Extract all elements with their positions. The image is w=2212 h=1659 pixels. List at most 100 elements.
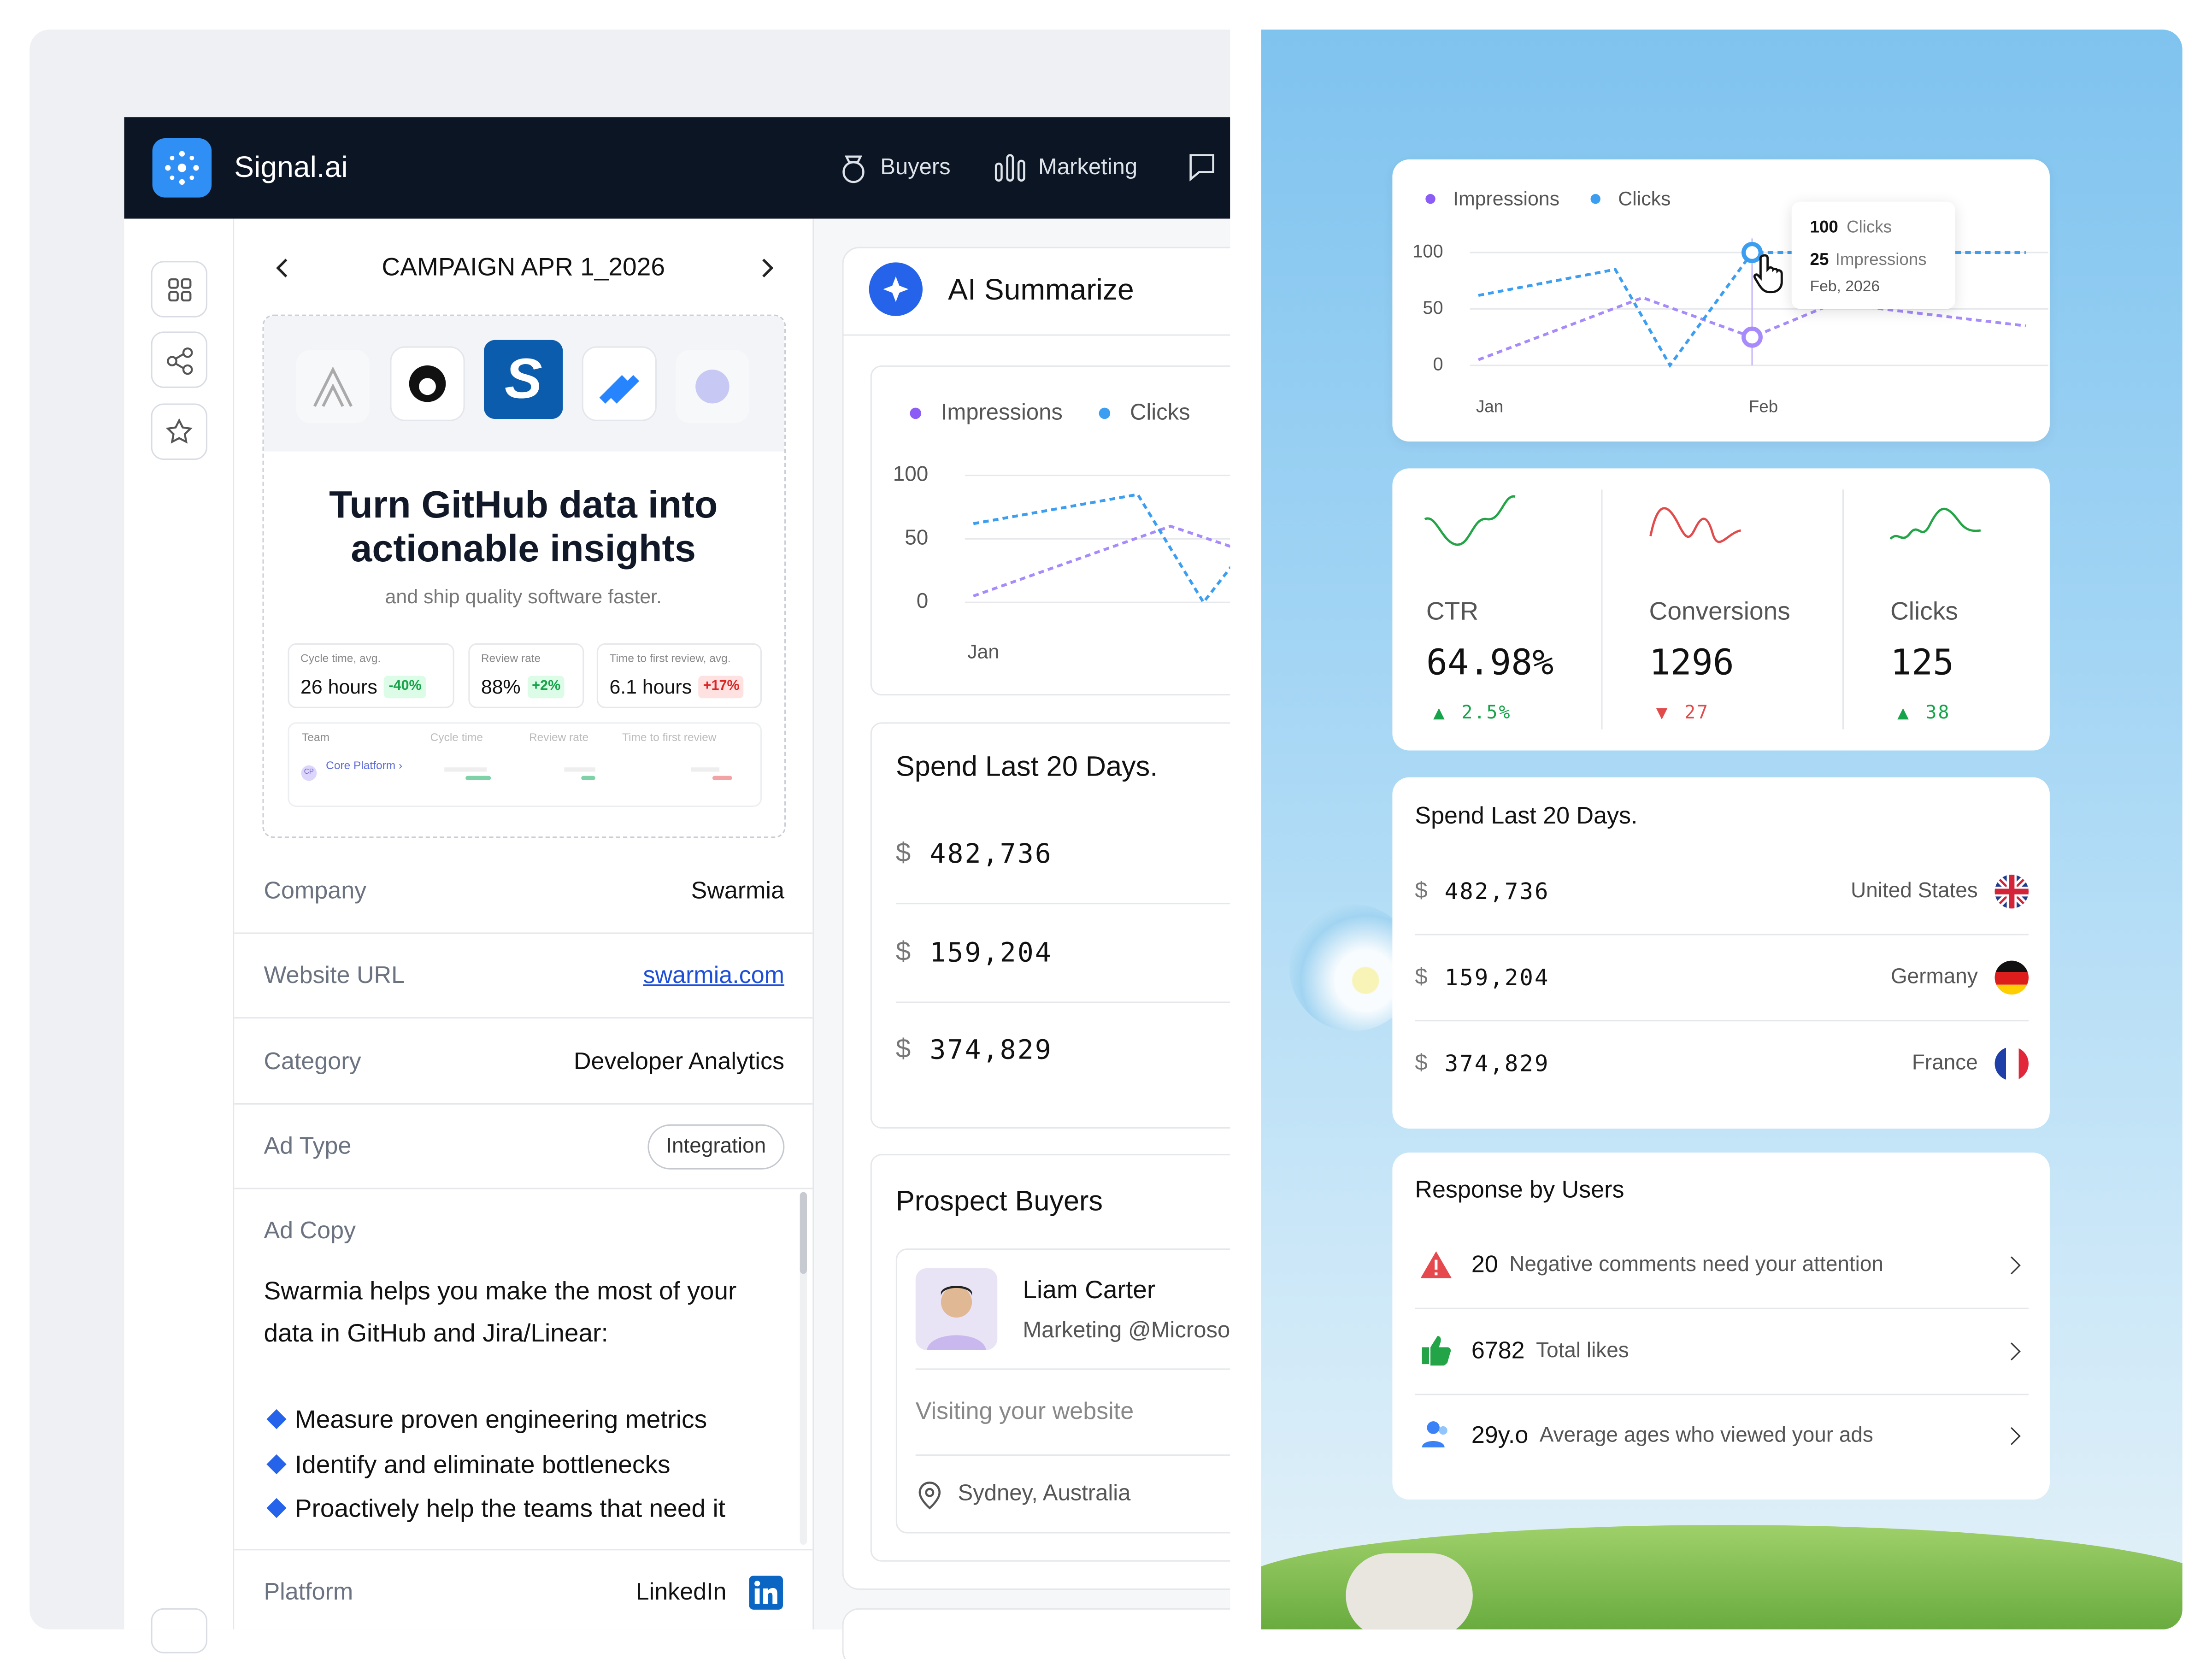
- response-value: 20: [1471, 1251, 1498, 1278]
- team-bars: [444, 767, 732, 780]
- metric-card: [288, 643, 454, 708]
- y-tick-label: 100: [893, 462, 929, 486]
- brand-name: Signal.ai: [234, 151, 348, 184]
- response-card: [1392, 1153, 2050, 1500]
- ai-icon: [869, 262, 923, 316]
- platform-value: LinkedIn: [635, 1578, 727, 1606]
- tooltip-date: Feb, 2026: [1810, 278, 1880, 296]
- integration-logos: S: [296, 340, 749, 424]
- divider: [895, 903, 1230, 905]
- metric-value: 6.1 hours: [609, 675, 692, 698]
- divider: [1842, 489, 1844, 729]
- tooltip-label: Clicks: [1847, 217, 1892, 237]
- nav-item[interactable]: Marketing: [1038, 155, 1138, 180]
- x-tick-label: Feb: [1749, 397, 1778, 416]
- detail-label: Ad Type: [264, 1132, 352, 1159]
- star-button[interactable]: [151, 403, 207, 460]
- bullet-text: Identify and eliminate bottlenecks: [294, 1450, 671, 1478]
- stat-change: 38: [1925, 703, 1951, 724]
- metric-card: [468, 643, 584, 708]
- divider: [895, 1000, 1230, 1002]
- next-button[interactable]: [759, 257, 776, 279]
- gap: [1230, 0, 1261, 1659]
- currency: $: [895, 1035, 911, 1065]
- response-value: 29y.o: [1471, 1422, 1529, 1449]
- detail-label: Company: [264, 877, 367, 904]
- spend-card: [870, 722, 1254, 1129]
- x-tick-label: Jan: [967, 641, 999, 663]
- divider: [915, 1454, 1230, 1456]
- detail-value[interactable]: swarmia.com: [643, 962, 785, 989]
- stat-value: 64.98%: [1426, 641, 1554, 683]
- ad-subline: and ship quality software faster.: [385, 585, 662, 608]
- legend-dot: [1590, 194, 1600, 204]
- location-icon: [918, 1482, 941, 1510]
- svg-text:S: S: [505, 347, 542, 410]
- buyers-icon: [842, 155, 865, 183]
- change-arrow: [1897, 708, 1909, 720]
- divider: [1601, 489, 1603, 729]
- divider: [234, 932, 813, 934]
- spend-title: Spend Last 20 Days.: [895, 752, 1158, 783]
- stat-label: Clicks: [1890, 597, 1958, 625]
- scroll-track: [800, 1192, 807, 1545]
- y-tick-label: 50: [1423, 298, 1443, 318]
- column-border: [812, 218, 814, 1630]
- stat-value: 125: [1890, 641, 1954, 683]
- star-icon: [165, 418, 193, 444]
- spend-title: Spend Last 20 Days.: [1415, 802, 1638, 830]
- help-button[interactable]: [151, 1608, 207, 1653]
- platform-label: Platform: [264, 1578, 353, 1606]
- ad-copy-label: Ad Copy: [264, 1217, 356, 1244]
- metric-delta: -40%: [384, 676, 426, 699]
- grid-button[interactable]: [151, 261, 207, 318]
- y-tick-label: 100: [1412, 241, 1443, 261]
- ad-headline: actionable insights: [351, 527, 696, 570]
- arrow: [1433, 708, 1445, 720]
- divider: [234, 1188, 813, 1189]
- cursor: [1753, 254, 1783, 294]
- prev-button[interactable]: [274, 257, 291, 279]
- spend-amount: 159,204: [930, 936, 1053, 968]
- prospect-activity: Visiting your website: [915, 1398, 1134, 1425]
- response-value: 6782: [1471, 1336, 1525, 1364]
- table-header: Team: [302, 731, 329, 744]
- prospect-location: Sydney, Australia: [958, 1482, 1131, 1506]
- detail-value: Integration: [647, 1124, 785, 1170]
- legend-label: Impressions: [1453, 187, 1560, 210]
- brand-logo: [152, 138, 212, 198]
- metric-value: 26 hours: [300, 675, 377, 698]
- flags: [1994, 874, 2029, 1081]
- metric-delta: +2%: [527, 676, 565, 699]
- currency: $: [1415, 965, 1428, 990]
- hover-point: [1741, 326, 1763, 348]
- scroll-thumb[interactable]: [800, 1192, 807, 1274]
- change-arrow: [1656, 708, 1668, 720]
- hand: [1753, 254, 1783, 294]
- stats-card: [1392, 468, 2050, 751]
- share-button[interactable]: [151, 331, 207, 388]
- nav-item[interactable]: Buyers: [880, 155, 951, 180]
- grid-icon: [168, 278, 192, 302]
- divider: [1415, 934, 2029, 935]
- response-text: Average ages who viewed your ads: [1539, 1423, 1873, 1447]
- currency: $: [895, 936, 911, 967]
- detail-value: Developer Analytics: [573, 1047, 785, 1074]
- team-table: [288, 722, 762, 807]
- metric-value: 88%: [481, 675, 521, 698]
- bullet-text: Proactively help the teams that need it: [294, 1494, 726, 1523]
- team-name: Core Platform ›: [326, 759, 403, 772]
- metric-label: Time to first review, avg.: [609, 652, 731, 665]
- sparklines: [1424, 495, 1981, 546]
- stat-label: Conversions: [1649, 597, 1790, 625]
- change-arrow: [1433, 708, 1445, 720]
- series-line: [973, 524, 1230, 598]
- next-panel: [842, 1608, 1254, 1659]
- linkedin-icon: [749, 1576, 783, 1610]
- table-header: Review rate: [529, 731, 589, 744]
- y-tick-label: 0: [1433, 354, 1443, 374]
- detail-label: Category: [264, 1047, 361, 1074]
